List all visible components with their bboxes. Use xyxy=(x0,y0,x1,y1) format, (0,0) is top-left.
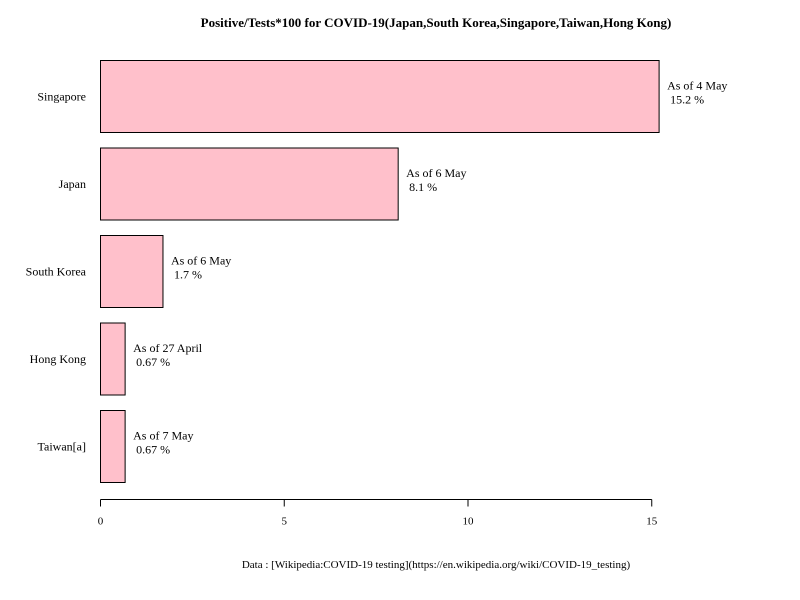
x-tick-label: 0 xyxy=(98,516,104,528)
bar-value-label: 15.2 % xyxy=(670,93,704,107)
x-tick-label: 5 xyxy=(282,516,288,528)
bar xyxy=(100,60,660,133)
bar-date-label: As of 7 May xyxy=(133,429,193,443)
x-tick-label: 15 xyxy=(646,516,658,528)
bar-date-label: As of 6 May xyxy=(171,254,231,268)
bar-value-label: 0.67 % xyxy=(136,355,170,369)
x-axis: 0 5 10 15 xyxy=(98,499,658,528)
category-label: Singapore xyxy=(37,90,86,104)
bar xyxy=(100,235,164,308)
bar-value-label: 0.67 % xyxy=(136,443,170,457)
category-label: Taiwan[a] xyxy=(38,440,86,454)
bar-date-label: As of 4 May xyxy=(667,79,727,93)
bar xyxy=(100,410,126,483)
category-label: South Korea xyxy=(26,265,87,279)
bar xyxy=(100,147,399,221)
bar-date-label: As of 6 May xyxy=(406,166,466,180)
category-label: Hong Kong xyxy=(30,352,86,366)
category-label: Japan xyxy=(59,177,86,191)
bar-value-label: 1.7 % xyxy=(174,268,202,282)
bar-date-label: As of 27 April xyxy=(133,341,203,355)
x-tick-label: 10 xyxy=(463,516,475,528)
chart-title: Positive/Tests*100 for COVID-19(Japan,So… xyxy=(201,15,672,30)
bar xyxy=(100,322,126,396)
source-note: Data : [Wikipedia:COVID-19 testing](http… xyxy=(242,559,631,571)
bar-value-label: 8.1 % xyxy=(409,180,437,194)
